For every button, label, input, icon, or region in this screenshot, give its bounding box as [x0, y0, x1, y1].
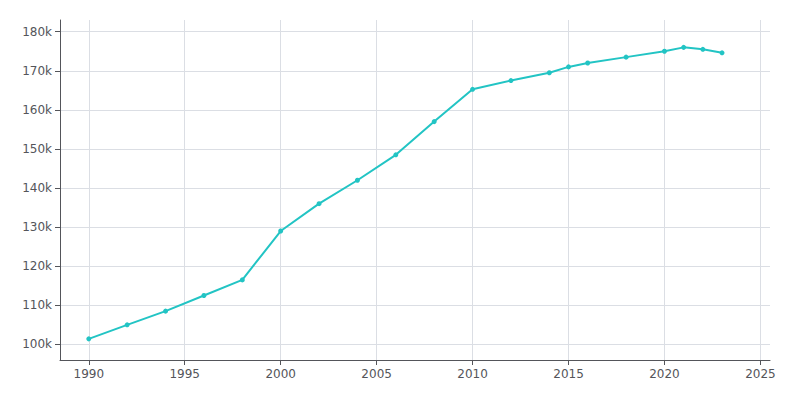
- svg-text:150k: 150k: [22, 142, 52, 156]
- svg-text:140k: 140k: [22, 181, 52, 195]
- svg-text:2005: 2005: [361, 367, 392, 381]
- svg-text:2025: 2025: [745, 367, 776, 381]
- svg-text:1990: 1990: [74, 367, 105, 381]
- svg-text:2020: 2020: [649, 367, 680, 381]
- svg-text:130k: 130k: [22, 220, 52, 234]
- svg-text:2015: 2015: [553, 367, 584, 381]
- svg-text:2010: 2010: [457, 367, 488, 381]
- svg-text:100k: 100k: [22, 337, 52, 351]
- svg-text:1995: 1995: [169, 367, 200, 381]
- svg-text:170k: 170k: [22, 64, 52, 78]
- svg-text:120k: 120k: [22, 259, 52, 273]
- svg-text:110k: 110k: [22, 298, 52, 312]
- svg-text:180k: 180k: [22, 25, 52, 39]
- svg-text:2000: 2000: [265, 367, 296, 381]
- svg-text:160k: 160k: [22, 103, 52, 117]
